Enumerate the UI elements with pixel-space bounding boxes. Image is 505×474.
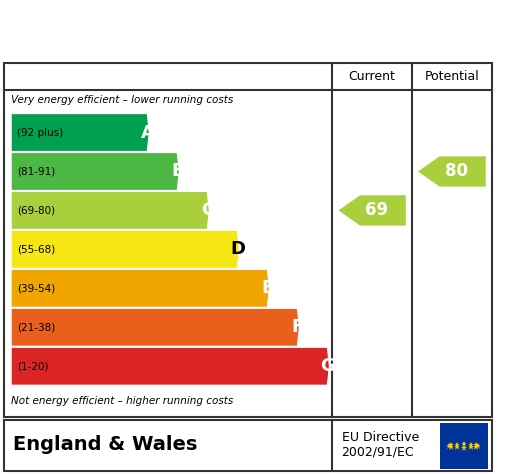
Text: Not energy efficient – higher running costs: Not energy efficient – higher running co… [11, 396, 233, 406]
Polygon shape [417, 156, 485, 187]
Text: A: A [140, 124, 155, 142]
Polygon shape [11, 114, 149, 152]
Polygon shape [11, 230, 239, 268]
Text: Very energy efficient – lower running costs: Very energy efficient – lower running co… [11, 95, 233, 105]
Polygon shape [11, 269, 269, 307]
Text: 80: 80 [444, 163, 467, 181]
Text: Energy Efficiency Rating: Energy Efficiency Rating [109, 21, 396, 41]
Polygon shape [338, 195, 405, 226]
Polygon shape [11, 191, 209, 229]
Text: (92 plus): (92 plus) [17, 128, 63, 137]
Text: E: E [261, 279, 274, 297]
Text: B: B [171, 163, 184, 181]
Polygon shape [11, 309, 299, 346]
Text: (55-68): (55-68) [17, 245, 56, 255]
Text: C: C [201, 201, 214, 219]
Text: (81-91): (81-91) [17, 166, 56, 176]
Text: (1-20): (1-20) [17, 361, 48, 371]
Text: D: D [230, 240, 245, 258]
Text: England & Wales: England & Wales [13, 436, 196, 455]
Text: F: F [291, 318, 304, 336]
Polygon shape [11, 347, 329, 385]
Bar [439, 423, 487, 469]
Text: (21-38): (21-38) [17, 322, 56, 332]
Text: (69-80): (69-80) [17, 205, 55, 215]
Text: G: G [320, 357, 335, 375]
Text: (39-54): (39-54) [17, 283, 56, 293]
Text: 69: 69 [364, 201, 387, 219]
Polygon shape [11, 153, 179, 191]
Text: Potential: Potential [424, 70, 478, 83]
Text: EU Directive
2002/91/EC: EU Directive 2002/91/EC [341, 431, 418, 459]
Text: Current: Current [348, 70, 395, 83]
